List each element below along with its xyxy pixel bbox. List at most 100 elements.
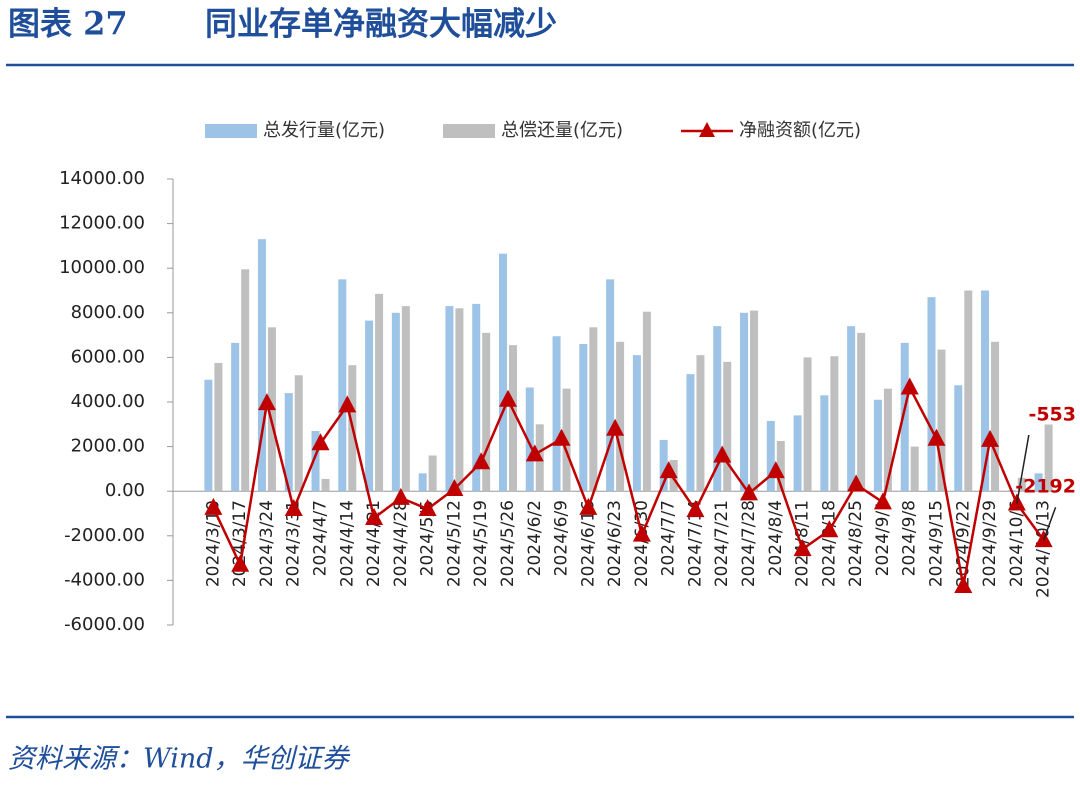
bar [498,253,507,492]
marker [231,554,250,572]
x-tick-label: 2024/9/1 [873,500,893,576]
label-leader [1016,434,1030,504]
y-tick-label: 2000.00 [71,436,145,457]
bar [776,441,785,492]
y-tick-label: -2000.00 [64,525,145,546]
marker [740,483,759,501]
marker [713,445,732,463]
y-tick-label: 4000.00 [71,391,145,412]
x-tick-label: 2024/6/9 [552,500,572,576]
x-tick-label: 2024/7/14 [685,500,705,587]
marker [900,377,919,395]
legend-label: 总偿还量(亿元) [501,120,623,141]
bar [231,342,240,492]
marker [284,499,303,517]
legend-label: 总发行量(亿元) [263,120,385,141]
x-tick-label: 2024/6/23 [605,500,625,587]
bar [321,478,330,492]
x-tick-label: 2024/7/28 [739,500,759,587]
marker [365,507,384,525]
bar [686,374,695,492]
marker [659,461,678,479]
bar [937,349,946,492]
x-tick-label: 2024/7/21 [712,500,732,587]
y-tick-label: 14000.00 [59,168,145,189]
marker [686,500,705,518]
marker [632,524,651,542]
bar [642,311,651,492]
x-tick-label: 2024/5/5 [418,500,438,576]
marker [472,452,491,470]
legend-label: 净融资额(亿元) [739,120,861,141]
bar [723,361,732,492]
x-tick-label: 2024/8/4 [766,500,786,576]
bar [883,388,892,492]
bar [482,332,491,492]
x-tick-label: 2024/8/25 [846,500,866,587]
marker [873,492,892,510]
x-tick-label: 2024/6/16 [578,500,598,587]
y-tick-label: 6000.00 [71,346,145,367]
y-tick-label: 12000.00 [59,213,145,234]
value-label: -2192 [1015,476,1076,498]
marker [418,499,437,517]
bar [375,293,384,492]
y-tick-label: -6000.00 [64,614,145,635]
bar [820,395,829,492]
legend-swatch [443,124,495,138]
bar [793,415,802,492]
bar [964,290,973,492]
x-tick-label: 2024/10/6 [1007,500,1027,587]
x-tick-label: 2024/6/2 [525,500,545,576]
y-tick-label: 8000.00 [71,302,145,323]
x-tick-label: 2024/4/28 [391,500,411,587]
marker [552,428,571,446]
x-tick-label: 2024/3/24 [257,500,277,587]
bar [241,269,250,492]
legend-swatch [205,124,257,138]
bar [981,290,990,492]
marker [606,418,625,436]
bar [1034,473,1043,492]
source: 资料来源：Wind，华创证券 [8,744,351,775]
bar [214,362,223,492]
bar [910,446,919,492]
x-tick-label: 2024/4/14 [337,500,357,587]
bar [455,308,464,492]
marker [981,429,1000,447]
bar [284,393,293,492]
bar [766,420,775,492]
x-tick-label: 2024/5/19 [471,500,491,587]
marker [391,487,410,505]
bar [338,279,347,492]
bar [445,306,454,492]
x-tick-label: 2024/9/8 [900,500,920,576]
label-leader [1042,506,1057,541]
marker [311,433,330,451]
bar [428,455,437,492]
x-tick-label: 2024/8/18 [819,500,839,587]
bar [696,355,705,492]
bar [365,320,374,492]
bar [401,306,410,492]
figure-title: 同业存单净融资大幅减少 [205,5,557,43]
marker [927,428,946,446]
marker [338,395,357,413]
marker [579,497,598,515]
bar [954,385,963,492]
x-tick-label: 2024/10/13 [1034,500,1054,598]
bar [616,341,625,492]
figure-label: 图表 27 [8,5,128,43]
x-tick-label: 2024/6/30 [632,500,652,587]
bar [589,327,598,492]
y-tick-label: 10000.00 [59,257,145,278]
bar [659,439,668,492]
bar [873,399,882,492]
bar [713,326,722,492]
x-tick-label: 2024/5/26 [498,500,518,587]
marker [820,520,839,538]
bar [606,279,615,492]
x-tick-label: 2024/7/7 [659,500,679,576]
bar [391,312,400,492]
bar [1017,477,1026,492]
